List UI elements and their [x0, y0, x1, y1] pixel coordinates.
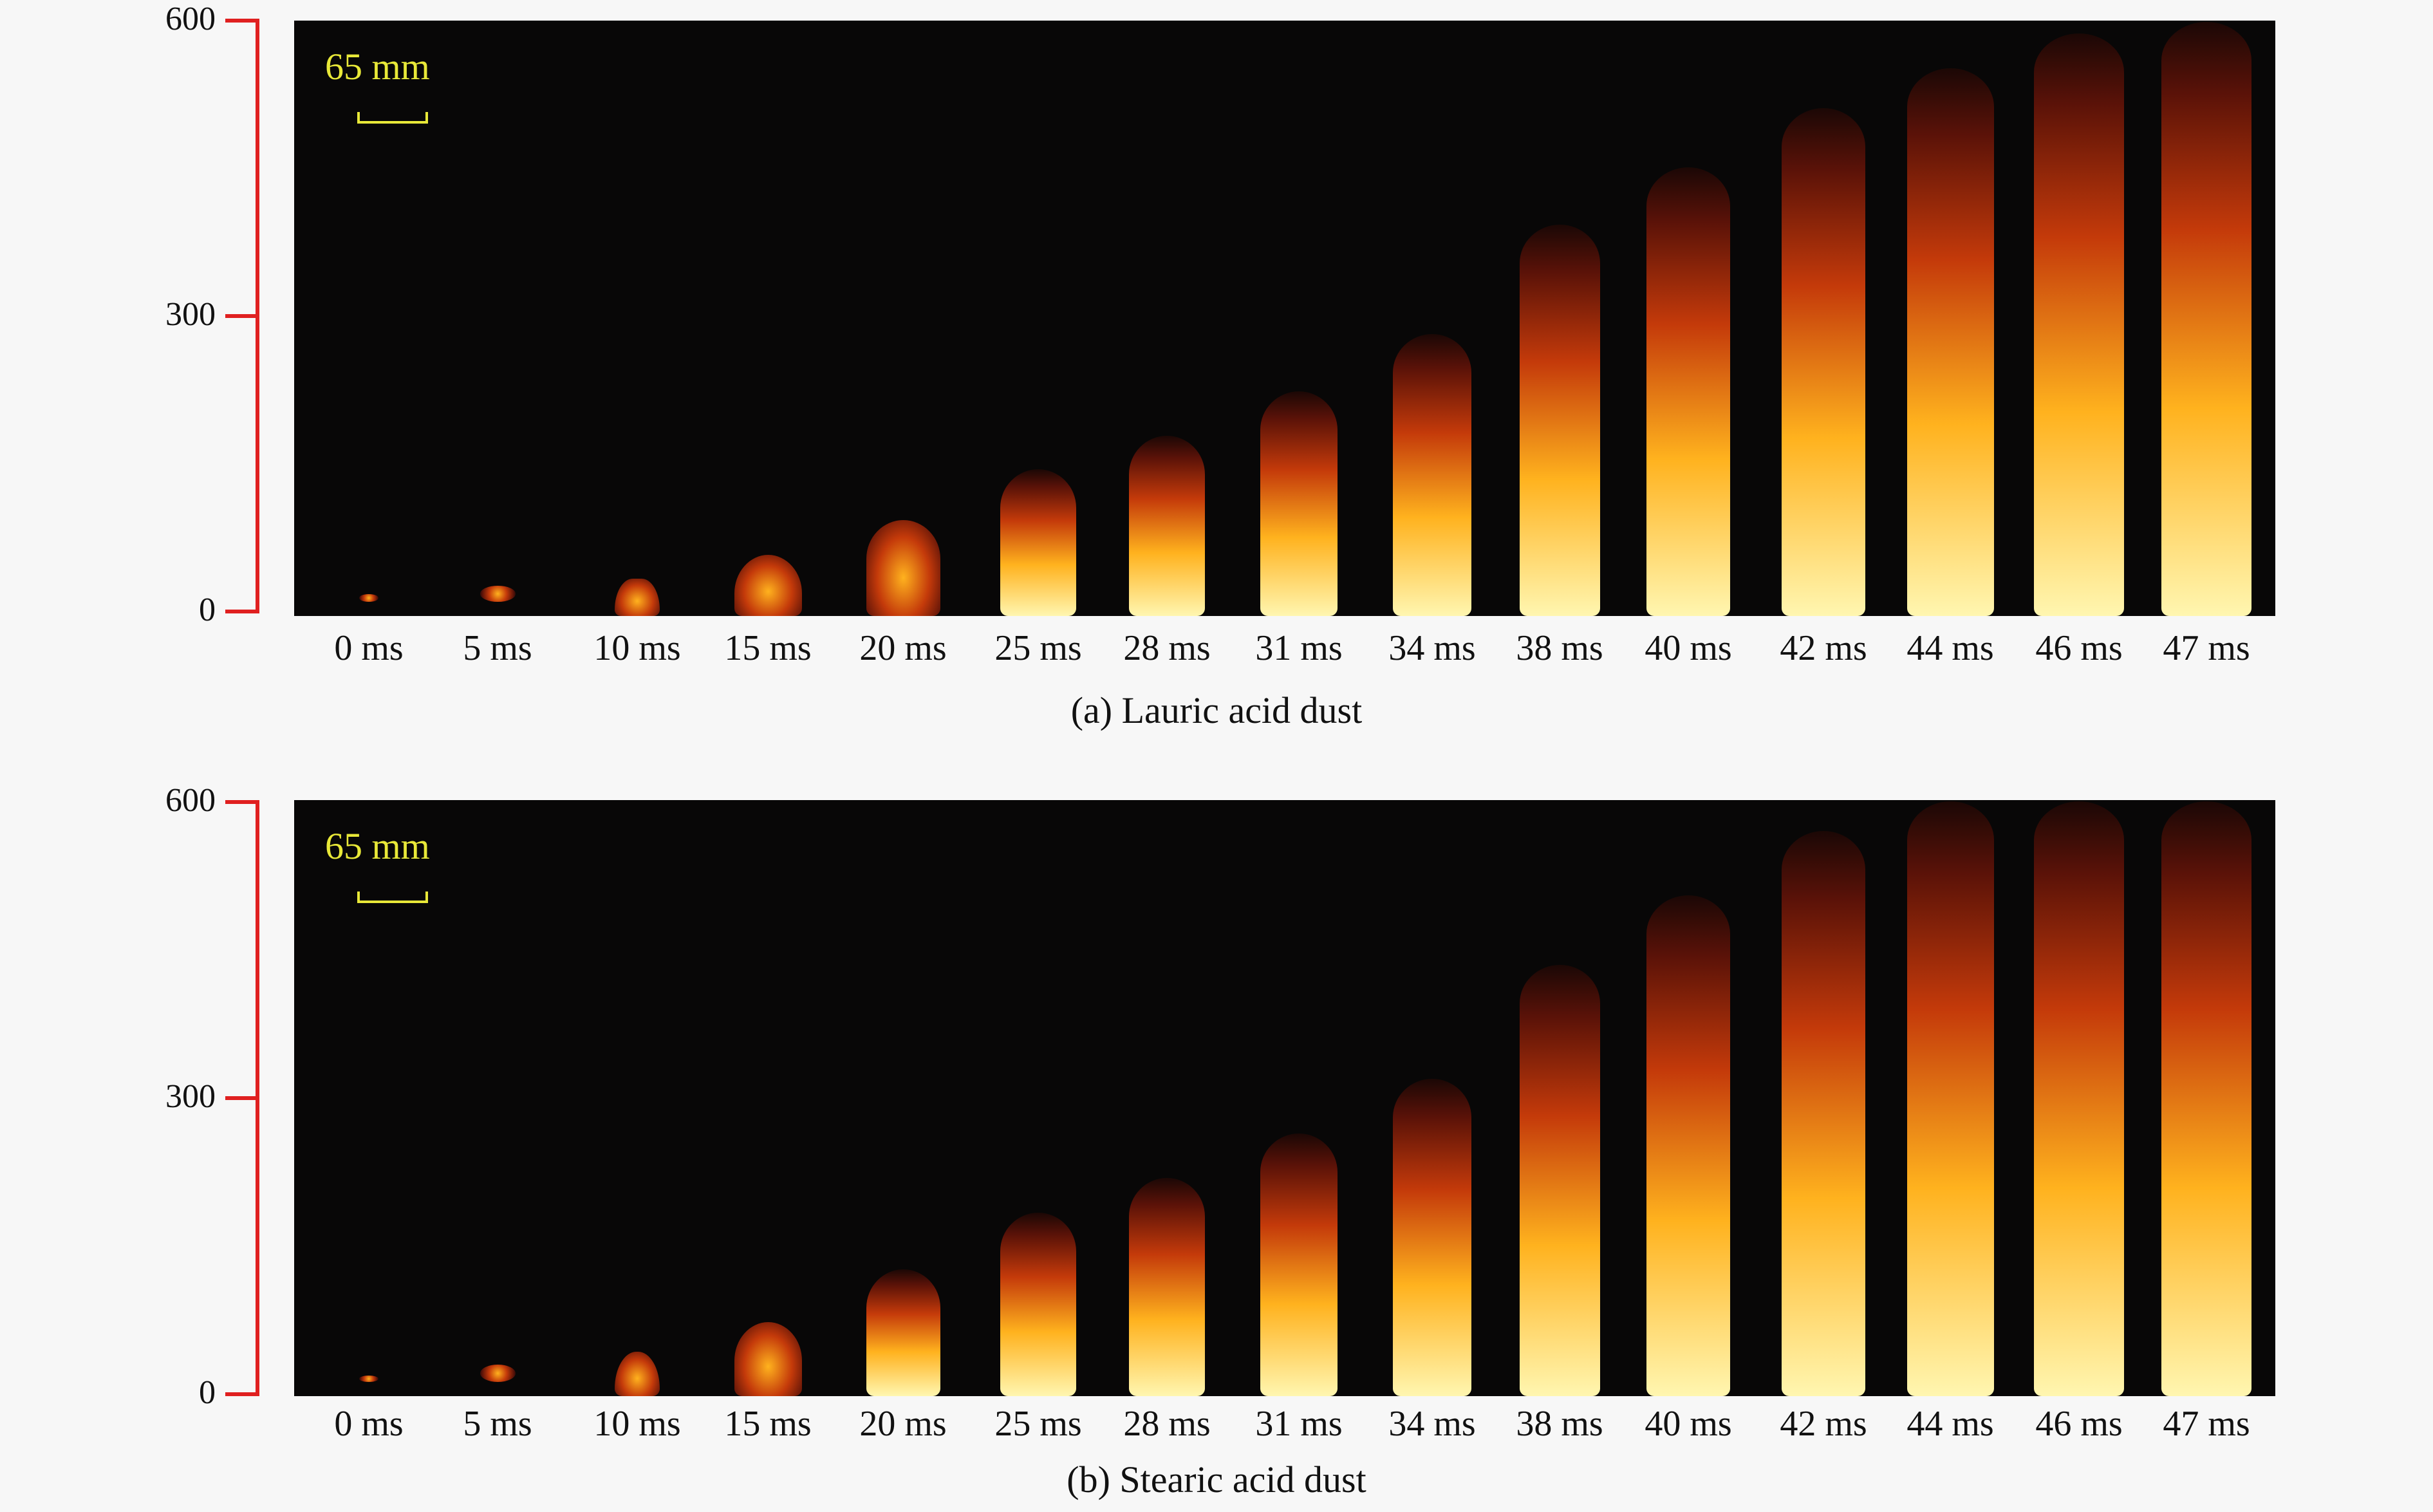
- time-label: 5 ms: [463, 628, 532, 668]
- time-label: 20 ms: [859, 1404, 947, 1444]
- time-label: 46 ms: [2035, 1404, 2123, 1444]
- flame-frame: [1646, 167, 1730, 616]
- flame-photo-strip: 65 mm: [294, 21, 2275, 616]
- flame-frame: [1129, 1178, 1205, 1396]
- flame-frame: [1000, 469, 1076, 616]
- flame-frame: [1782, 831, 1865, 1396]
- scale-label: 65 mm: [325, 46, 430, 88]
- flame-frame: [1906, 68, 1994, 616]
- flame-frame: [1260, 391, 1338, 616]
- flame-frame: [734, 1321, 802, 1396]
- y-tick-label: 600: [165, 782, 216, 819]
- panel-caption: (a) Lauric acid dust: [1070, 689, 1363, 731]
- flame-photo-strip: 65 mm: [294, 800, 2275, 1396]
- flame-frame: [1519, 965, 1600, 1396]
- flame-frame: [866, 519, 940, 616]
- time-label: 0 ms: [334, 628, 404, 668]
- time-label: 5 ms: [463, 1404, 532, 1444]
- y-tick-label: 300: [165, 1078, 216, 1115]
- flame-frame: [1393, 333, 1471, 616]
- time-label: 34 ms: [1388, 628, 1476, 668]
- time-label: 47 ms: [2163, 1404, 2250, 1444]
- flame-frame: [2034, 33, 2124, 616]
- flame-frame: [866, 1269, 940, 1396]
- time-label: 25 ms: [994, 1404, 1082, 1444]
- flame-frame: [734, 554, 802, 616]
- time-label: 40 ms: [1645, 1404, 1732, 1444]
- flame-frame: [1519, 225, 1600, 616]
- time-label: 44 ms: [1906, 1404, 1994, 1444]
- panel-stearic-acid: 0 300 600 65 mm 0 ms 5 ms 10 ms 15 ms 20 ms 25 ms…: [0, 772, 2433, 1512]
- time-label: 42 ms: [1780, 1404, 1867, 1444]
- time-label: 0 ms: [334, 1404, 404, 1444]
- flame-frame: [480, 1364, 516, 1382]
- time-label: 31 ms: [1255, 1404, 1343, 1444]
- flame-frame: [1906, 801, 1994, 1396]
- y-tick-label: 0: [199, 1374, 216, 1411]
- y-tick-label: 600: [165, 1, 216, 37]
- flame-frame: [2161, 801, 2251, 1396]
- flame-frame: [1129, 436, 1205, 616]
- time-label: 10 ms: [593, 1404, 681, 1444]
- time-label: 25 ms: [994, 628, 1082, 668]
- flame-frame: [1646, 895, 1730, 1396]
- y-axis: [225, 19, 259, 613]
- scale-bar: [357, 112, 428, 124]
- y-axis: [225, 800, 259, 1396]
- time-label: 15 ms: [724, 1404, 812, 1444]
- time-label: 15 ms: [724, 628, 812, 668]
- scale-label: 65 mm: [325, 825, 430, 867]
- flame-frame: [615, 578, 660, 616]
- flame-frame: [615, 1351, 660, 1396]
- time-label: 38 ms: [1516, 1404, 1603, 1444]
- time-label: 42 ms: [1780, 628, 1867, 668]
- time-label: 40 ms: [1645, 628, 1732, 668]
- time-label: 20 ms: [859, 628, 947, 668]
- flame-frame: [1000, 1213, 1076, 1396]
- flame-frame: [359, 593, 378, 602]
- time-label: 10 ms: [593, 628, 681, 668]
- time-label: 47 ms: [2163, 628, 2250, 668]
- flame-frame: [1260, 1133, 1338, 1396]
- flame-frame: [2161, 22, 2251, 616]
- time-label: 34 ms: [1388, 1404, 1476, 1444]
- time-label: 31 ms: [1255, 628, 1343, 668]
- time-label: 44 ms: [1906, 628, 1994, 668]
- time-label: 28 ms: [1123, 1404, 1211, 1444]
- panel-caption: (b) Stearic acid dust: [1067, 1459, 1366, 1500]
- y-tick-label: 0: [199, 592, 216, 628]
- flame-frame: [2034, 801, 2124, 1396]
- time-label: 28 ms: [1123, 628, 1211, 668]
- flame-frame: [1782, 107, 1865, 616]
- flame-frame: [480, 586, 516, 602]
- panel-lauric-acid: 0 300 600 65 mm 0 ms 5 ms 10 ms 15 ms 20 ms 25 ms…: [0, 0, 2433, 747]
- scale-bar: [357, 891, 428, 903]
- flame-frame: [1393, 1079, 1471, 1396]
- y-tick-label: 300: [165, 296, 216, 333]
- flame-frame: [359, 1376, 378, 1382]
- time-label: 46 ms: [2035, 628, 2123, 668]
- time-label: 38 ms: [1516, 628, 1603, 668]
